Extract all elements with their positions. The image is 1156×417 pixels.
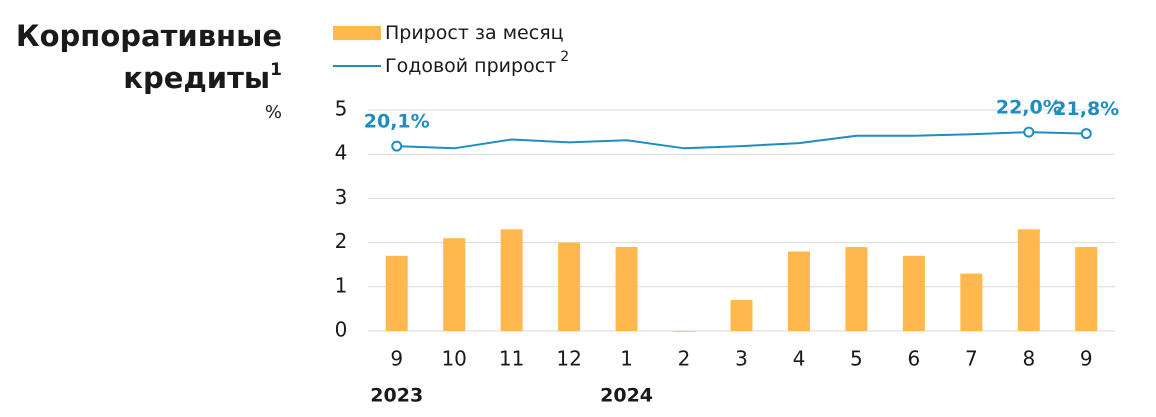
bar [443, 238, 466, 331]
y-tick-label: 1 [335, 273, 348, 297]
x-tick-label: 11 [499, 347, 524, 371]
title-line: кредиты [123, 61, 270, 95]
point [391, 140, 403, 152]
legend-entry: Годовой прирост 2 [385, 49, 569, 77]
bar [902, 255, 925, 331]
bar [1017, 229, 1040, 331]
x-group-label: 2023 [370, 385, 423, 407]
x-tick-label: 1 [620, 347, 633, 371]
x-group-label: 2024 [600, 385, 653, 407]
title-line: Корпоративные [16, 19, 282, 53]
x-tick-label: 4 [793, 347, 806, 371]
title-note: 1 [270, 60, 282, 80]
bar [615, 247, 638, 331]
bar [787, 251, 810, 331]
y-tick-label: 4 [335, 141, 348, 165]
x-tick-label: 2 [678, 347, 691, 371]
bar [1075, 247, 1098, 331]
unit-label: % [265, 102, 282, 123]
bar [960, 273, 983, 331]
chart-title: Корпоративные [16, 19, 282, 53]
y-tick-label: 3 [335, 185, 348, 209]
data-label: 21,8% [1053, 98, 1119, 120]
data-label: 22,0% [996, 97, 1062, 119]
legend-name: Годовой прирост [385, 55, 556, 77]
bar [500, 229, 523, 331]
x-tick-label: 9 [1080, 347, 1093, 371]
x-tick-label: 10 [441, 347, 466, 371]
point [1023, 126, 1035, 138]
bar [673, 331, 696, 332]
chart-title-second-line: кредиты1 [123, 60, 282, 95]
bar [845, 247, 868, 331]
legend-note: 2 [560, 49, 569, 65]
bar [730, 300, 753, 331]
bar [385, 255, 408, 331]
x-tick-label: 8 [1022, 347, 1035, 371]
legend-name: Прирост за месяц [385, 22, 564, 44]
x-tick-label: 7 [965, 347, 978, 371]
legend-entry: Прирост за месяц [385, 22, 564, 44]
y-tick-label: 0 [335, 318, 348, 342]
data-label: 20,1% [364, 111, 430, 133]
x-tick-label: 9 [390, 347, 403, 371]
y-tick-label: 5 [335, 97, 348, 121]
line [396, 131, 1087, 150]
bar [558, 242, 581, 331]
x-tick-label: 3 [735, 347, 748, 371]
x-tick-label: 5 [850, 347, 863, 371]
x-tick-label: 6 [908, 347, 921, 371]
x-tick-label: 12 [556, 347, 581, 371]
y-tick-label: 2 [335, 229, 348, 253]
point [1080, 128, 1092, 140]
legend-swatch [333, 26, 381, 40]
